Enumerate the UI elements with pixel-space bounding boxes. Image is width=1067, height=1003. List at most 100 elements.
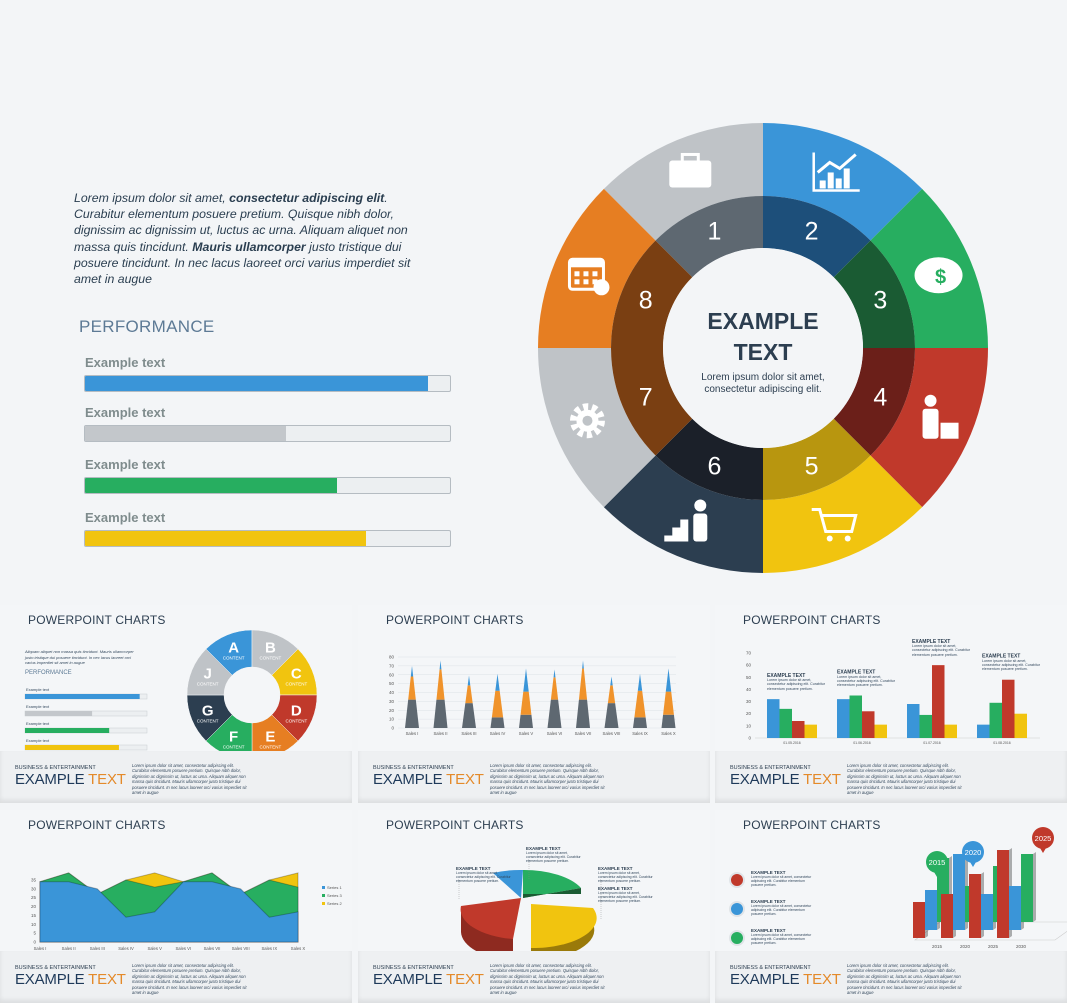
stacked-cone-segment	[661, 714, 676, 728]
performance-bar-fill	[85, 531, 367, 546]
bar	[932, 665, 945, 738]
y-tick-label: 50	[389, 681, 395, 686]
bar	[849, 695, 862, 738]
footer-heading-text: TEXT	[803, 971, 841, 988]
x-tick-label: Sales IX	[262, 946, 278, 951]
bar-3d	[913, 902, 925, 938]
calendar-icon	[583, 271, 589, 277]
segment-content-label: CONTENT	[259, 656, 281, 661]
segment-letter: A	[228, 640, 239, 657]
wheel-segment-number: 1	[707, 218, 721, 246]
stacked-cone-segment	[523, 668, 529, 692]
year-marker	[1032, 827, 1054, 849]
stacked-cone-segment	[582, 660, 584, 669]
calendar-icon	[583, 279, 589, 285]
chart-growth-icon	[812, 152, 860, 192]
stacked-cone-segment	[495, 673, 500, 691]
footer-heading: EXAMPLE TEXT	[730, 971, 841, 988]
segment-content-label: CONTENT	[285, 718, 307, 723]
bar	[919, 714, 932, 738]
year-marker-label: 2015	[929, 858, 946, 867]
callout-title: EXAMPLE TEXT	[456, 866, 491, 871]
legend-label: Series 3	[327, 893, 342, 898]
bar	[907, 704, 920, 738]
footer-heading-text: TEXT	[446, 971, 484, 988]
pie-side	[523, 888, 581, 898]
performance-bar-track	[84, 477, 451, 494]
segment-letter: E	[265, 728, 275, 745]
x-tick-label: Sales VIII	[232, 946, 250, 951]
pie-slice	[493, 869, 523, 898]
performance-bar-label: Example text	[85, 405, 166, 420]
stacked-cone-segment	[550, 677, 559, 700]
footer-heading-text: TEXT	[446, 771, 484, 788]
segment-letter: C	[291, 666, 302, 683]
footer-heading-example: EXAMPLE	[730, 971, 800, 988]
callout-title: EXAMPLE TEXT	[751, 870, 786, 875]
callout-text: Lorem ipsum dolor sit amet, consectetur …	[982, 658, 1040, 672]
legend-swatch	[322, 902, 325, 905]
x-tick-label: Sales IX	[632, 731, 648, 736]
legend-swatch	[322, 894, 325, 897]
performance-bar-fill	[85, 376, 429, 391]
slide-thumbnail[interactable]: A CONTENT B CONTENT C CONTENT D CONTENT E CONTENT…	[0, 605, 352, 803]
footer-lorem: Lorem ipsum dolor sit amet, consectetur …	[490, 763, 605, 796]
slide-thumbnail[interactable]: 0 10 20 30 40 50 60 70 80 Sales I Sales II Sales II…	[358, 605, 710, 803]
footer-lorem: Lorem ipsum dolor sit amet, consectetur …	[490, 963, 605, 996]
wheel-segment-number: 5	[805, 452, 819, 480]
slide-thumbnail[interactable]: 0 5 10 15 20 25 30 35 Sales I Sales II Sales III Sa…	[0, 810, 352, 1003]
calendar-icon	[574, 279, 580, 285]
mini-bar-fill	[25, 745, 119, 750]
x-tick-label: 01.05.2016	[783, 741, 801, 745]
x-tick-label: Sales II	[62, 946, 76, 951]
bar	[977, 724, 990, 738]
wheel-segment-4: 4	[833, 348, 988, 508]
thumbnail-canvas: 0 10 20 30 40 50 60 70 01.05.2016 EXAMPLE TEXT 01.…	[746, 639, 1040, 745]
x-tick-label: Sales I	[34, 946, 47, 951]
intro-bold: consectetur adipiscing elit	[229, 191, 385, 205]
calendar-icon	[592, 279, 598, 285]
year-marker-pointer	[934, 872, 940, 877]
wheel-segment-number: 2	[805, 218, 819, 246]
x-tick-label: 01.08.2016	[993, 741, 1011, 745]
mini-bar-label: Example text	[26, 687, 50, 692]
bar-3d	[981, 894, 993, 930]
calendar-icon	[574, 271, 580, 277]
x-tick-label: 2025	[988, 944, 999, 949]
bar-3d	[997, 850, 1009, 938]
footer-heading: EXAMPLE TEXT	[15, 771, 126, 788]
stacked-cone-segment	[634, 690, 646, 718]
footer-heading: EXAMPLE TEXT	[373, 771, 484, 788]
y-tick-label: 70	[389, 663, 395, 668]
performance-bar-label: Example text	[85, 457, 166, 472]
wheel-segment-number: 4	[873, 384, 887, 412]
stacked-cone-segment	[490, 717, 505, 728]
bar-3d	[1021, 854, 1033, 922]
bar	[1014, 713, 1027, 738]
callout-text: Lorem ipsum dolor sit amet, consectetur …	[598, 891, 653, 903]
bar-3d	[941, 894, 953, 938]
stacked-cone-segment	[547, 699, 562, 728]
footer-heading-text: TEXT	[88, 971, 126, 988]
performance-bar-fill	[85, 426, 286, 441]
wheel-center	[663, 248, 863, 448]
segment-content-label: CONTENT	[223, 656, 245, 661]
thumbnail-canvas: ACONTENTBCONTENTCCONTENTDCONTENTECONTENT…	[24, 629, 318, 761]
footer-category: BUSINESS & ENTERTAINMENT	[730, 765, 811, 771]
stacked-cone-segment	[410, 665, 414, 677]
chart-growth-icon	[835, 178, 842, 189]
bar	[989, 702, 1002, 738]
footer-heading: EXAMPLE TEXT	[15, 971, 126, 988]
thumbnail-footer: BUSINESS & ENTERTAINMENT EXAMPLE TEXT Lore…	[358, 951, 710, 1003]
slide-thumbnail[interactable]: EXAMPLE TEXT EXAMPLE TEXT EXAMPLE TEXT 2015…	[715, 810, 1067, 1003]
bar	[767, 699, 780, 738]
slide-thumbnail[interactable]: EXAMPLE TEXT EXAMPLE TEXT EXAMPLE TEXT EXAM…	[358, 810, 710, 1003]
y-tick-label: 20	[31, 904, 37, 909]
stacked-cone-segment	[467, 675, 471, 686]
slide-thumbnail[interactable]: 0 10 20 30 40 50 60 70 01.05.2016 EXAMPLE TEXT 01.…	[715, 605, 1067, 803]
x-tick-label: Sales VI	[176, 946, 192, 951]
performance-title: PERFORMANCE	[79, 317, 215, 336]
thumbnail-title: POWERPOINT CHARTS	[28, 818, 166, 832]
footer-category: BUSINESS & ENTERTAINMENT	[373, 965, 454, 971]
wheel-inner-segment	[833, 240, 915, 348]
